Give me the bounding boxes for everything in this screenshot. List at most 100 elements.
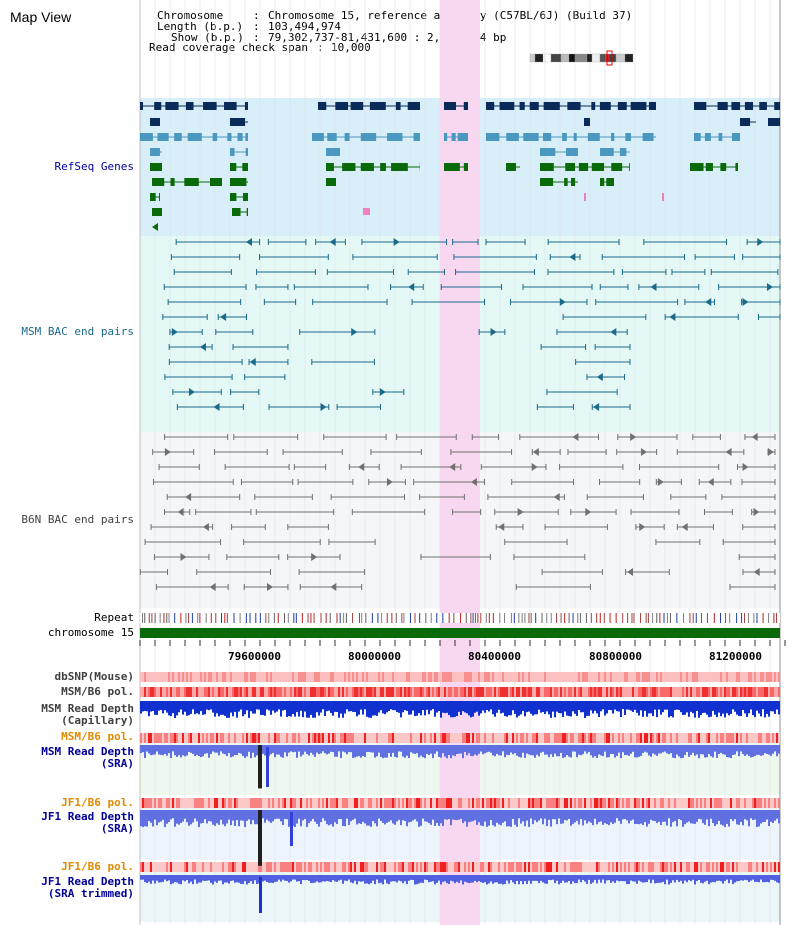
dbsnp-strip (698, 672, 700, 682)
dbsnp-strip (476, 672, 478, 682)
jf1-trim-depth (524, 875, 526, 882)
dbsnp-strip (674, 672, 676, 682)
msm-capillary-depth (474, 701, 476, 713)
msm-pol2-strip (398, 733, 400, 743)
repeat-mark (572, 613, 574, 623)
gene-exon (242, 163, 248, 171)
jf1-pol-strip (394, 798, 396, 808)
jf1-trim-depth (386, 875, 388, 884)
msm-sra-depth (586, 745, 588, 754)
msm-capillary-depth (544, 701, 546, 715)
dbsnp-strip (584, 672, 586, 682)
msm-sra-depth (360, 745, 362, 758)
jf1-pol-strip (690, 798, 692, 808)
repeat-mark (700, 613, 702, 623)
jf1-trim-depth (698, 875, 700, 880)
msm-pol-strip (520, 687, 522, 697)
span-label: Read coverage check span (149, 41, 308, 54)
repeat-mark (663, 613, 665, 623)
msm-pol2-strip (312, 733, 314, 743)
msm-pol2-strip (322, 733, 324, 743)
jf1-sra-depth (502, 810, 504, 823)
msm-capillary-depth (762, 701, 764, 710)
msm-capillary-depth (774, 701, 776, 714)
msm-capillary-depth (436, 701, 438, 713)
jf1-pol2-strip (386, 862, 388, 872)
dbsnp-strip (180, 672, 182, 682)
jf1-pol-strip (660, 798, 662, 808)
msm-pol2-strip (284, 733, 286, 743)
jf1-sra-depth (370, 810, 372, 827)
msm-capillary-depth (396, 701, 398, 713)
jf1-sra-depth (226, 810, 228, 824)
msm-sra-depth (534, 745, 536, 758)
jf1-sra-depth (400, 810, 402, 826)
msm-capillary-depth (392, 701, 394, 711)
jf1-pol-strip (234, 798, 236, 808)
repeat-mark (736, 613, 738, 623)
dbsnp-strip (746, 672, 748, 682)
msm-capillary-depth (578, 701, 580, 711)
dbsnp-strip (776, 672, 778, 682)
msm-pol-strip (424, 687, 426, 697)
jf1-trim-depth (148, 875, 150, 882)
jf1-sra-depth (346, 810, 348, 819)
msm-pol-strip (618, 687, 620, 697)
gene-exon (152, 178, 165, 186)
msm-sra-depth (320, 745, 322, 754)
dbsnp-strip (462, 672, 464, 682)
refseq-track-label: RefSeq Genes (54, 160, 134, 173)
dbsnp-strip (264, 672, 266, 682)
msm-pol2-strip (476, 733, 478, 743)
repeat-mark (472, 613, 474, 623)
repeat-mark (381, 613, 383, 623)
dbsnp-strip (602, 672, 604, 682)
gene-exon (451, 133, 456, 141)
msm-sra-depth (588, 745, 590, 752)
msm-pol-strip (750, 687, 752, 697)
repeat-mark (403, 613, 405, 623)
msm-capillary-depth (180, 701, 182, 710)
msm-pol-strip (616, 687, 618, 697)
msm-pol-strip (656, 687, 658, 697)
msm-sra-depth (546, 745, 548, 755)
jf1-trim-depth (352, 875, 354, 884)
msm-sra-depth (300, 745, 302, 757)
jf1-trim-depth (432, 875, 434, 882)
jf1-pol-strip (378, 798, 380, 808)
jf1-sra-depth (534, 810, 536, 821)
msm-sra-depth (182, 745, 184, 756)
jf1-trim-depth (418, 875, 420, 884)
jf1-pol2-strip (686, 862, 688, 872)
jf1-pol2-strip (328, 862, 330, 872)
jf1-trim-depth (406, 875, 408, 885)
jf1-sra-depth (598, 810, 600, 823)
jf1-trim-depth (552, 875, 554, 880)
jf1-trim-depth (392, 875, 394, 882)
jf1-pol2-strip (736, 862, 738, 872)
msm-pol-strip (258, 687, 260, 697)
msm-pol2-strip (352, 733, 354, 743)
msm-sra-depth (240, 745, 242, 754)
dbsnp-strip (394, 672, 396, 682)
dbsnp-strip (260, 672, 262, 682)
msm-pol2-strip (340, 733, 342, 743)
jf1-pol-strip (410, 798, 412, 808)
msm-pol2-strip (472, 733, 474, 743)
dbsnp-strip (752, 672, 754, 682)
gene-exon (407, 102, 420, 110)
msm-sra-depth (244, 745, 246, 758)
dbsnp-strip (646, 672, 648, 682)
msm-pol-strip (776, 687, 778, 697)
jf1-pol2-strip (444, 862, 446, 872)
repeat-mark (245, 613, 247, 623)
msm-pol-strip (738, 687, 740, 697)
jf1-pol-strip (698, 798, 700, 808)
msm-capillary-depth (426, 701, 428, 710)
ideogram-band (568, 53, 576, 63)
msm-capillary-depth (538, 701, 540, 710)
dbsnp-strip (358, 672, 360, 682)
dbsnp-strip (334, 672, 336, 682)
msm-capillary-depth (434, 701, 436, 717)
